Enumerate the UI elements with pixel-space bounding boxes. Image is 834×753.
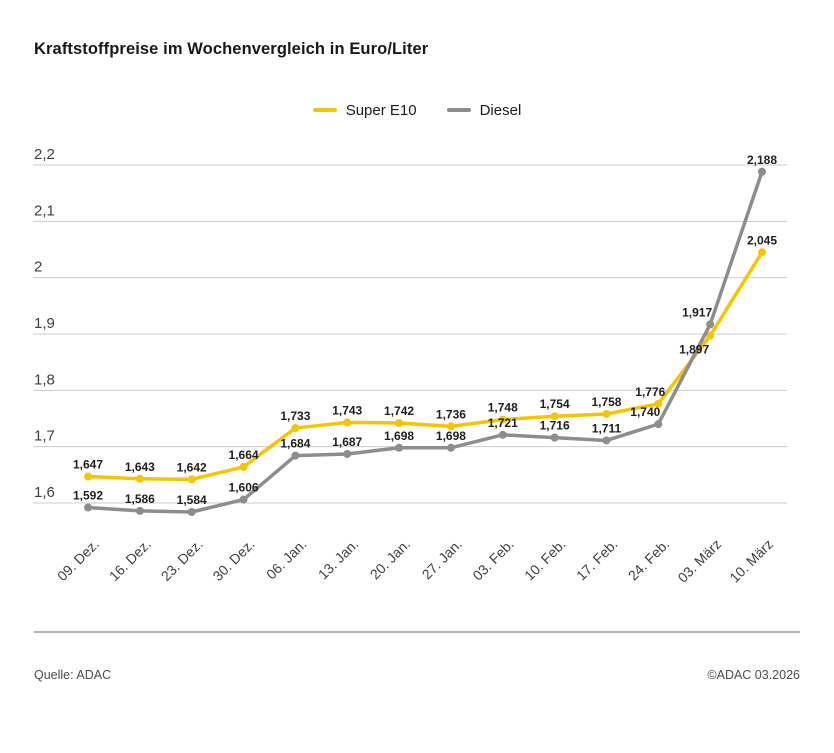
data-point-label-diesel: 2,188	[747, 153, 777, 167]
data-point-super-e10	[343, 418, 352, 427]
x-tick-label: 17. Feb.	[573, 536, 621, 584]
legend-item-super-e10: Super E10	[312, 101, 417, 119]
data-point-diesel	[602, 436, 611, 445]
data-point-label-diesel: 1,721	[488, 416, 518, 430]
data-point-label-diesel: 1,711	[592, 421, 622, 435]
data-point-label-diesel: 1,698	[384, 429, 414, 443]
data-point-super-e10	[602, 409, 611, 418]
x-tick-label: 10. Feb.	[521, 536, 569, 584]
data-point-label-diesel: 1,684	[280, 437, 310, 451]
x-tick-label: 30. Dez.	[209, 536, 257, 584]
data-point-label-super-e10: 1,758	[591, 395, 621, 409]
data-point-super-e10	[498, 415, 507, 424]
legend-label: Diesel	[479, 101, 522, 119]
legend-swatch-super-e10	[312, 107, 337, 113]
x-tick-label: 06. Jan.	[263, 536, 310, 583]
x-tick-label: 24. Feb.	[625, 536, 673, 584]
data-point-label-diesel: 1,592	[73, 488, 103, 502]
x-tick-label: 13. Jan.	[315, 536, 362, 583]
data-point-label-diesel: 1,917	[682, 305, 712, 319]
legend-swatch-diesel	[446, 107, 471, 113]
data-point-super-e10	[446, 422, 455, 431]
data-point-super-e10	[84, 472, 92, 481]
data-point-diesel	[239, 495, 248, 504]
data-point-super-e10	[757, 248, 766, 257]
data-point-diesel	[291, 451, 300, 460]
x-tick-label: 16. Dez.	[106, 536, 154, 584]
data-point-label-super-e10: 1,642	[177, 460, 207, 474]
data-point-super-e10	[135, 474, 144, 483]
x-tick-label: 20. Jan.	[367, 536, 414, 583]
data-point-label-diesel: 1,584	[177, 493, 207, 507]
data-point-label-diesel: 1,586	[125, 492, 155, 506]
series-line-diesel	[86, 170, 764, 514]
x-tick-label: 09. Dez.	[54, 536, 102, 584]
data-point-label-super-e10: 1,742	[384, 404, 414, 418]
data-point-diesel	[343, 449, 352, 458]
legend-label: Super E10	[345, 101, 417, 119]
series-line-super-e10	[86, 250, 764, 482]
data-point-label-super-e10: 1,664	[229, 448, 259, 462]
data-point-label-diesel: 1,687	[332, 435, 362, 449]
x-tick-label: 27. Jan.	[418, 536, 465, 583]
data-point-diesel	[187, 507, 196, 516]
chart-svg: 2,2 2,1 2 1,9 1,8 1,7 1,6 09. Dez. 16. Dez. 23. D…	[33, 146, 787, 586]
legend-item-diesel: Diesel	[446, 101, 522, 119]
data-point-label-super-e10: 1,897	[679, 343, 709, 357]
data-point-label-diesel: 1,698	[436, 429, 466, 443]
data-point-label-super-e10: 1,733	[280, 409, 310, 423]
y-tick-label: 1,8	[34, 371, 55, 388]
data-point-label-super-e10: 1,776	[635, 385, 665, 399]
data-point-super-e10	[550, 412, 559, 421]
data-point-diesel	[757, 167, 766, 176]
data-point-label-super-e10: 1,736	[436, 407, 466, 421]
y-tick-label: 1,6	[34, 484, 55, 501]
data-point-super-e10	[291, 424, 300, 433]
data-point-super-e10	[239, 462, 248, 471]
data-point-label-diesel: 1,716	[540, 419, 570, 433]
copyright-label: ©ADAC 03.2026	[707, 668, 800, 682]
y-tick-label: 1,9	[34, 315, 55, 332]
data-point-diesel	[84, 503, 92, 512]
data-point-diesel	[135, 506, 144, 515]
data-point-super-e10	[654, 399, 663, 408]
data-point-diesel	[706, 320, 715, 329]
x-tick-label: 23. Dez.	[158, 536, 206, 584]
x-tick-label: 03. März	[674, 536, 724, 586]
data-point-diesel	[395, 443, 404, 452]
data-point-super-e10	[395, 418, 404, 427]
data-point-diesel	[498, 430, 507, 439]
data-point-diesel	[550, 433, 559, 442]
source-label: Quelle: ADAC	[34, 668, 112, 682]
data-point-super-e10	[187, 475, 196, 484]
chart-title: Kraftstoffpreise im Wochenvergleich in E…	[34, 40, 429, 58]
y-tick-label: 2	[34, 259, 42, 276]
data-point-label-super-e10: 2,045	[747, 233, 777, 247]
x-tick-label: 03. Feb.	[469, 536, 517, 584]
legend: Super E10 Diesel	[0, 100, 834, 120]
data-point-label-diesel: 1,606	[229, 481, 259, 495]
y-tick-label: 1,7	[34, 428, 55, 445]
data-point-label-super-e10: 1,743	[332, 403, 362, 417]
data-point-label-super-e10: 1,643	[125, 460, 155, 474]
data-point-label-super-e10: 1,748	[488, 401, 518, 415]
data-point-diesel	[446, 443, 455, 452]
footer-divider	[34, 631, 800, 633]
data-point-label-super-e10: 1,647	[73, 458, 103, 472]
data-point-super-e10	[706, 331, 715, 340]
data-point-label-diesel: 1,740	[630, 405, 660, 419]
data-point-label-super-e10: 1,754	[540, 397, 570, 411]
data-point-diesel	[654, 420, 663, 429]
y-tick-label: 2,1	[34, 202, 55, 219]
x-tick-label: 10. März	[726, 536, 776, 586]
y-tick-label: 2,2	[34, 146, 55, 163]
